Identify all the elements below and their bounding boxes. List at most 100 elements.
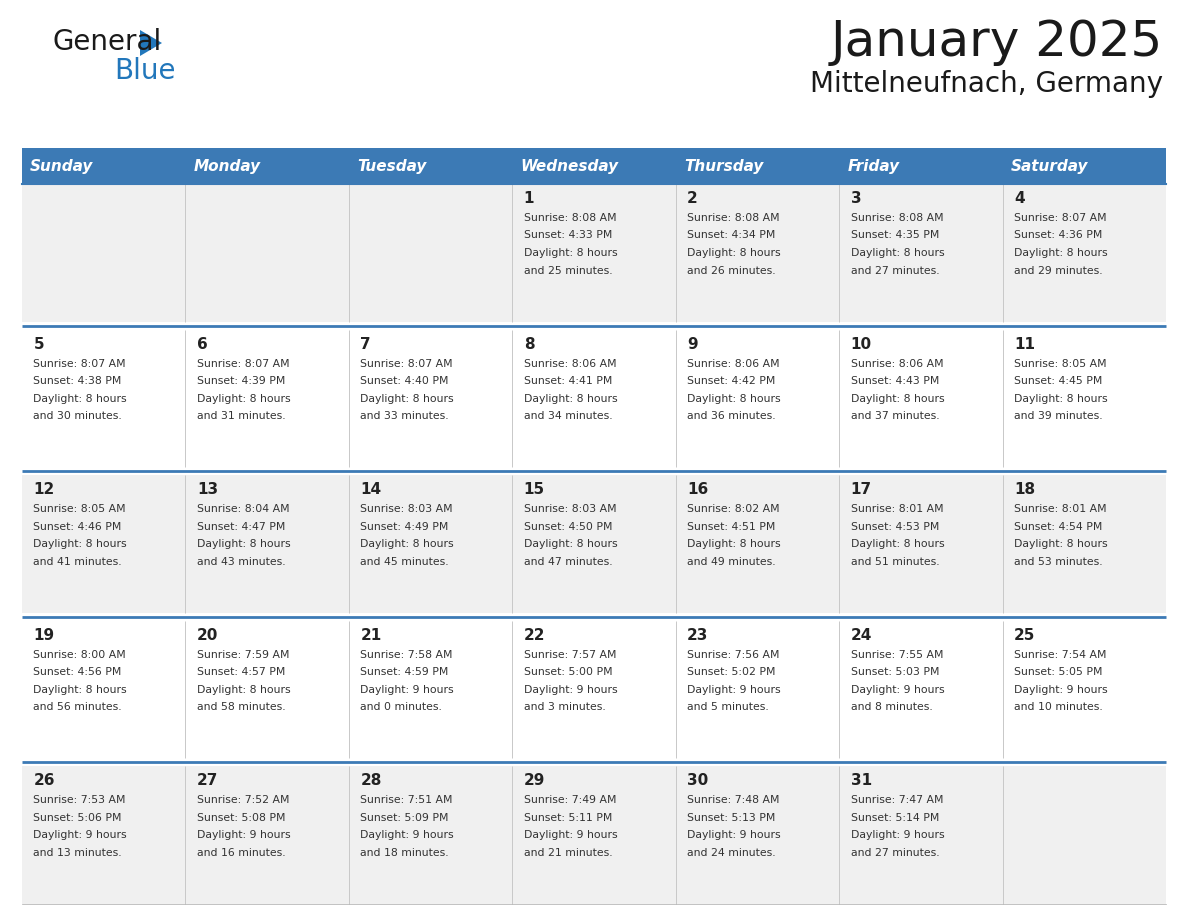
Text: Daylight: 9 hours: Daylight: 9 hours xyxy=(524,831,618,840)
Bar xyxy=(839,330,1003,467)
Text: Wednesday: Wednesday xyxy=(520,159,619,174)
Text: and 53 minutes.: and 53 minutes. xyxy=(1015,556,1102,566)
Text: and 43 minutes.: and 43 minutes. xyxy=(197,556,285,566)
Text: Sunrise: 7:55 AM: Sunrise: 7:55 AM xyxy=(851,650,943,660)
Text: 12: 12 xyxy=(33,482,55,498)
Bar xyxy=(349,621,512,758)
Text: Sunset: 5:14 PM: Sunset: 5:14 PM xyxy=(851,813,939,823)
Text: and 24 minutes.: and 24 minutes. xyxy=(687,848,776,858)
Text: Daylight: 8 hours: Daylight: 8 hours xyxy=(687,248,781,258)
Bar xyxy=(1003,767,1165,904)
Text: Monday: Monday xyxy=(194,159,260,174)
Bar xyxy=(23,613,1165,621)
Text: and 27 minutes.: and 27 minutes. xyxy=(851,848,940,858)
Text: Sunrise: 8:03 AM: Sunrise: 8:03 AM xyxy=(524,504,617,514)
Text: Saturday: Saturday xyxy=(1011,159,1088,174)
Bar xyxy=(676,476,839,613)
Bar xyxy=(23,467,1165,476)
Text: Daylight: 8 hours: Daylight: 8 hours xyxy=(33,539,127,549)
Text: Sunset: 4:41 PM: Sunset: 4:41 PM xyxy=(524,376,612,386)
Bar xyxy=(185,767,349,904)
Text: Sunset: 4:36 PM: Sunset: 4:36 PM xyxy=(1015,230,1102,241)
Text: Daylight: 8 hours: Daylight: 8 hours xyxy=(687,539,781,549)
Text: Daylight: 9 hours: Daylight: 9 hours xyxy=(851,685,944,695)
Text: Sunset: 4:38 PM: Sunset: 4:38 PM xyxy=(33,376,122,386)
Text: and 30 minutes.: and 30 minutes. xyxy=(33,411,122,421)
Text: January 2025: January 2025 xyxy=(830,18,1163,66)
Text: Sunrise: 8:07 AM: Sunrise: 8:07 AM xyxy=(197,359,290,369)
Text: and 5 minutes.: and 5 minutes. xyxy=(687,702,769,712)
Text: Sunrise: 8:05 AM: Sunrise: 8:05 AM xyxy=(1015,359,1107,369)
Text: 1: 1 xyxy=(524,191,535,206)
Text: and 10 minutes.: and 10 minutes. xyxy=(1015,702,1102,712)
Text: Friday: Friday xyxy=(847,159,899,174)
Bar xyxy=(23,330,185,467)
Text: 28: 28 xyxy=(360,773,381,789)
Text: Daylight: 8 hours: Daylight: 8 hours xyxy=(687,394,781,404)
Text: 4: 4 xyxy=(1015,191,1024,206)
Text: 9: 9 xyxy=(687,337,697,352)
Bar xyxy=(23,321,1165,330)
Bar xyxy=(512,330,676,467)
Text: Daylight: 9 hours: Daylight: 9 hours xyxy=(524,685,618,695)
Text: and 31 minutes.: and 31 minutes. xyxy=(197,411,285,421)
Bar xyxy=(185,330,349,467)
Text: and 51 minutes.: and 51 minutes. xyxy=(851,556,940,566)
Text: Sunset: 4:46 PM: Sunset: 4:46 PM xyxy=(33,521,122,532)
Text: Daylight: 8 hours: Daylight: 8 hours xyxy=(197,539,291,549)
Bar xyxy=(1003,330,1165,467)
Text: Sunday: Sunday xyxy=(30,159,94,174)
Text: and 21 minutes.: and 21 minutes. xyxy=(524,848,612,858)
Text: Sunset: 5:13 PM: Sunset: 5:13 PM xyxy=(687,813,776,823)
Text: Sunset: 4:34 PM: Sunset: 4:34 PM xyxy=(687,230,776,241)
Text: Sunset: 5:00 PM: Sunset: 5:00 PM xyxy=(524,667,612,677)
Text: Sunrise: 7:52 AM: Sunrise: 7:52 AM xyxy=(197,795,290,805)
Text: Sunrise: 7:51 AM: Sunrise: 7:51 AM xyxy=(360,795,453,805)
Text: Daylight: 8 hours: Daylight: 8 hours xyxy=(851,539,944,549)
Text: 22: 22 xyxy=(524,628,545,643)
Text: Daylight: 8 hours: Daylight: 8 hours xyxy=(33,394,127,404)
Text: Sunrise: 7:54 AM: Sunrise: 7:54 AM xyxy=(1015,650,1106,660)
Bar xyxy=(349,184,512,321)
Text: Sunset: 4:42 PM: Sunset: 4:42 PM xyxy=(687,376,776,386)
Text: 27: 27 xyxy=(197,773,219,789)
Text: General: General xyxy=(52,28,162,56)
Text: and 18 minutes.: and 18 minutes. xyxy=(360,848,449,858)
Text: Sunset: 4:39 PM: Sunset: 4:39 PM xyxy=(197,376,285,386)
Text: Daylight: 9 hours: Daylight: 9 hours xyxy=(1015,685,1107,695)
Text: Sunset: 4:56 PM: Sunset: 4:56 PM xyxy=(33,667,122,677)
Text: Daylight: 8 hours: Daylight: 8 hours xyxy=(33,685,127,695)
Text: 5: 5 xyxy=(33,337,44,352)
Bar xyxy=(512,621,676,758)
Text: Tuesday: Tuesday xyxy=(358,159,426,174)
Text: and 34 minutes.: and 34 minutes. xyxy=(524,411,612,421)
Text: Sunset: 4:51 PM: Sunset: 4:51 PM xyxy=(687,521,776,532)
Text: and 56 minutes.: and 56 minutes. xyxy=(33,702,122,712)
Text: and 16 minutes.: and 16 minutes. xyxy=(197,848,285,858)
Bar xyxy=(185,476,349,613)
Text: and 33 minutes.: and 33 minutes. xyxy=(360,411,449,421)
Text: 25: 25 xyxy=(1015,628,1036,643)
Text: Daylight: 8 hours: Daylight: 8 hours xyxy=(851,248,944,258)
Bar xyxy=(839,621,1003,758)
Text: Daylight: 8 hours: Daylight: 8 hours xyxy=(360,539,454,549)
Text: 14: 14 xyxy=(360,482,381,498)
Bar xyxy=(349,476,512,613)
Text: 26: 26 xyxy=(33,773,55,789)
Bar xyxy=(676,330,839,467)
Polygon shape xyxy=(140,30,162,56)
Text: and 41 minutes.: and 41 minutes. xyxy=(33,556,122,566)
Text: Sunset: 4:59 PM: Sunset: 4:59 PM xyxy=(360,667,449,677)
Bar xyxy=(512,476,676,613)
Text: Daylight: 8 hours: Daylight: 8 hours xyxy=(1015,539,1107,549)
Text: Blue: Blue xyxy=(114,57,176,85)
Bar xyxy=(1003,184,1165,321)
Text: 2: 2 xyxy=(687,191,697,206)
Text: and 8 minutes.: and 8 minutes. xyxy=(851,702,933,712)
Text: Sunset: 5:05 PM: Sunset: 5:05 PM xyxy=(1015,667,1102,677)
Text: Sunset: 5:06 PM: Sunset: 5:06 PM xyxy=(33,813,122,823)
Bar xyxy=(185,184,349,321)
Bar xyxy=(676,767,839,904)
Bar xyxy=(23,476,185,613)
Bar xyxy=(1003,476,1165,613)
